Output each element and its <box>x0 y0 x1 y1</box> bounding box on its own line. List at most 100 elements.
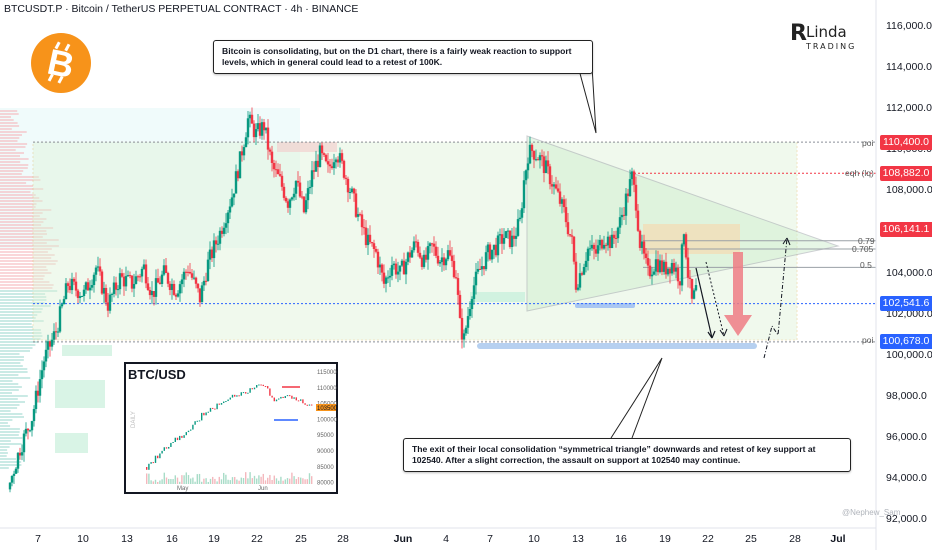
candle-body <box>530 144 534 151</box>
inset-volume-bar <box>280 476 282 484</box>
inset-y-tick: 90000 <box>317 449 334 455</box>
candle-body <box>8 482 12 490</box>
candle-body <box>16 452 20 469</box>
candle-body <box>298 182 302 197</box>
candle-body <box>210 249 214 259</box>
inset-candle <box>245 392 247 394</box>
candle-body <box>14 468 18 474</box>
candle-body <box>282 186 286 198</box>
volume-bar <box>0 332 42 334</box>
candle-body <box>486 244 490 253</box>
candle-body <box>474 271 478 286</box>
volume-bar <box>0 419 13 421</box>
price-levels <box>33 141 876 343</box>
x-tick-label: 19 <box>659 533 671 545</box>
candle-body <box>220 230 224 234</box>
inset-volume-bar <box>146 473 148 484</box>
candle-body <box>142 264 146 269</box>
x-tick-label: 7 <box>487 533 493 545</box>
inset-candle <box>242 392 245 394</box>
candle-body <box>532 150 536 160</box>
volume-bar <box>0 464 22 466</box>
candle-body <box>216 243 220 245</box>
volume-bar <box>0 284 54 286</box>
inset-volume-bar <box>293 476 295 484</box>
x-tick-label: Jul <box>830 533 846 545</box>
candle-body <box>410 250 414 258</box>
candle-body <box>472 285 476 299</box>
volume-bar <box>0 227 54 229</box>
volume-bar <box>0 365 23 367</box>
inset-candle <box>304 403 306 405</box>
candle-body <box>280 175 284 187</box>
inset-volume-bar <box>163 472 165 484</box>
inset-volume-bar <box>218 476 220 484</box>
volume-bar <box>0 353 20 355</box>
candle-body <box>584 260 588 268</box>
inset-candle <box>194 421 196 425</box>
x-tick-label: 16 <box>615 533 627 545</box>
inset-volume-bar <box>289 478 291 484</box>
inset-candle <box>273 397 275 402</box>
volume-bar <box>0 299 47 301</box>
inset-volume-bar <box>295 478 297 484</box>
candle-body <box>162 265 166 275</box>
candle-body <box>268 149 272 152</box>
inset-chart: BTC/USD DAILY 11500011000010500010000095… <box>124 362 338 494</box>
candle-body <box>572 236 576 262</box>
inset-title: BTC/USD <box>128 367 186 382</box>
candle-body <box>680 244 684 286</box>
candle-body <box>364 227 368 246</box>
candle-body <box>558 191 562 204</box>
candle-body <box>304 200 308 213</box>
candle-body <box>260 122 264 136</box>
candle-body <box>322 153 326 155</box>
candle-body <box>342 160 346 178</box>
inset-candle <box>280 396 282 399</box>
bearish-arrow <box>724 252 752 336</box>
candle-body <box>492 244 496 250</box>
inset-candle <box>302 399 304 404</box>
inset-candle <box>240 392 242 396</box>
volume-bar <box>0 203 37 205</box>
inset-candle <box>238 395 240 397</box>
volume-bar <box>0 359 24 361</box>
inset-candle <box>275 399 278 402</box>
inset-volume-bar <box>190 478 192 484</box>
volume-bar <box>0 230 47 232</box>
y-tick-label: 108,000.0 <box>886 184 932 197</box>
candle-body <box>314 160 318 172</box>
candle-body <box>534 159 538 161</box>
candle-body <box>54 331 58 333</box>
inset-candle <box>308 404 311 406</box>
candle-body <box>84 282 88 290</box>
inset-candle <box>185 432 187 436</box>
volume-bar <box>0 287 53 289</box>
volume-bar <box>0 197 40 199</box>
inset-candle <box>183 435 185 438</box>
volume-bar <box>0 212 43 214</box>
candle-body <box>654 259 658 272</box>
candle-body <box>332 162 336 169</box>
y-tick-label: 100,000.0 <box>886 348 932 361</box>
candle-body <box>232 193 236 198</box>
inset-candle <box>260 384 262 386</box>
candle-body <box>444 259 448 266</box>
inset-volume-bar <box>273 475 275 484</box>
candle-body <box>550 184 554 187</box>
volume-bar <box>0 446 10 448</box>
inset-candle <box>291 395 293 399</box>
volume-bar <box>0 119 14 121</box>
candle-body <box>154 278 158 297</box>
candle-body <box>660 260 664 272</box>
candle-body <box>448 250 452 256</box>
candle-body <box>480 266 484 270</box>
volume-bar <box>0 320 44 322</box>
candle-body <box>690 278 694 299</box>
volume-bar <box>0 311 42 313</box>
candle-body <box>94 267 98 275</box>
candle-body <box>222 227 226 234</box>
volume-bar <box>0 305 51 307</box>
